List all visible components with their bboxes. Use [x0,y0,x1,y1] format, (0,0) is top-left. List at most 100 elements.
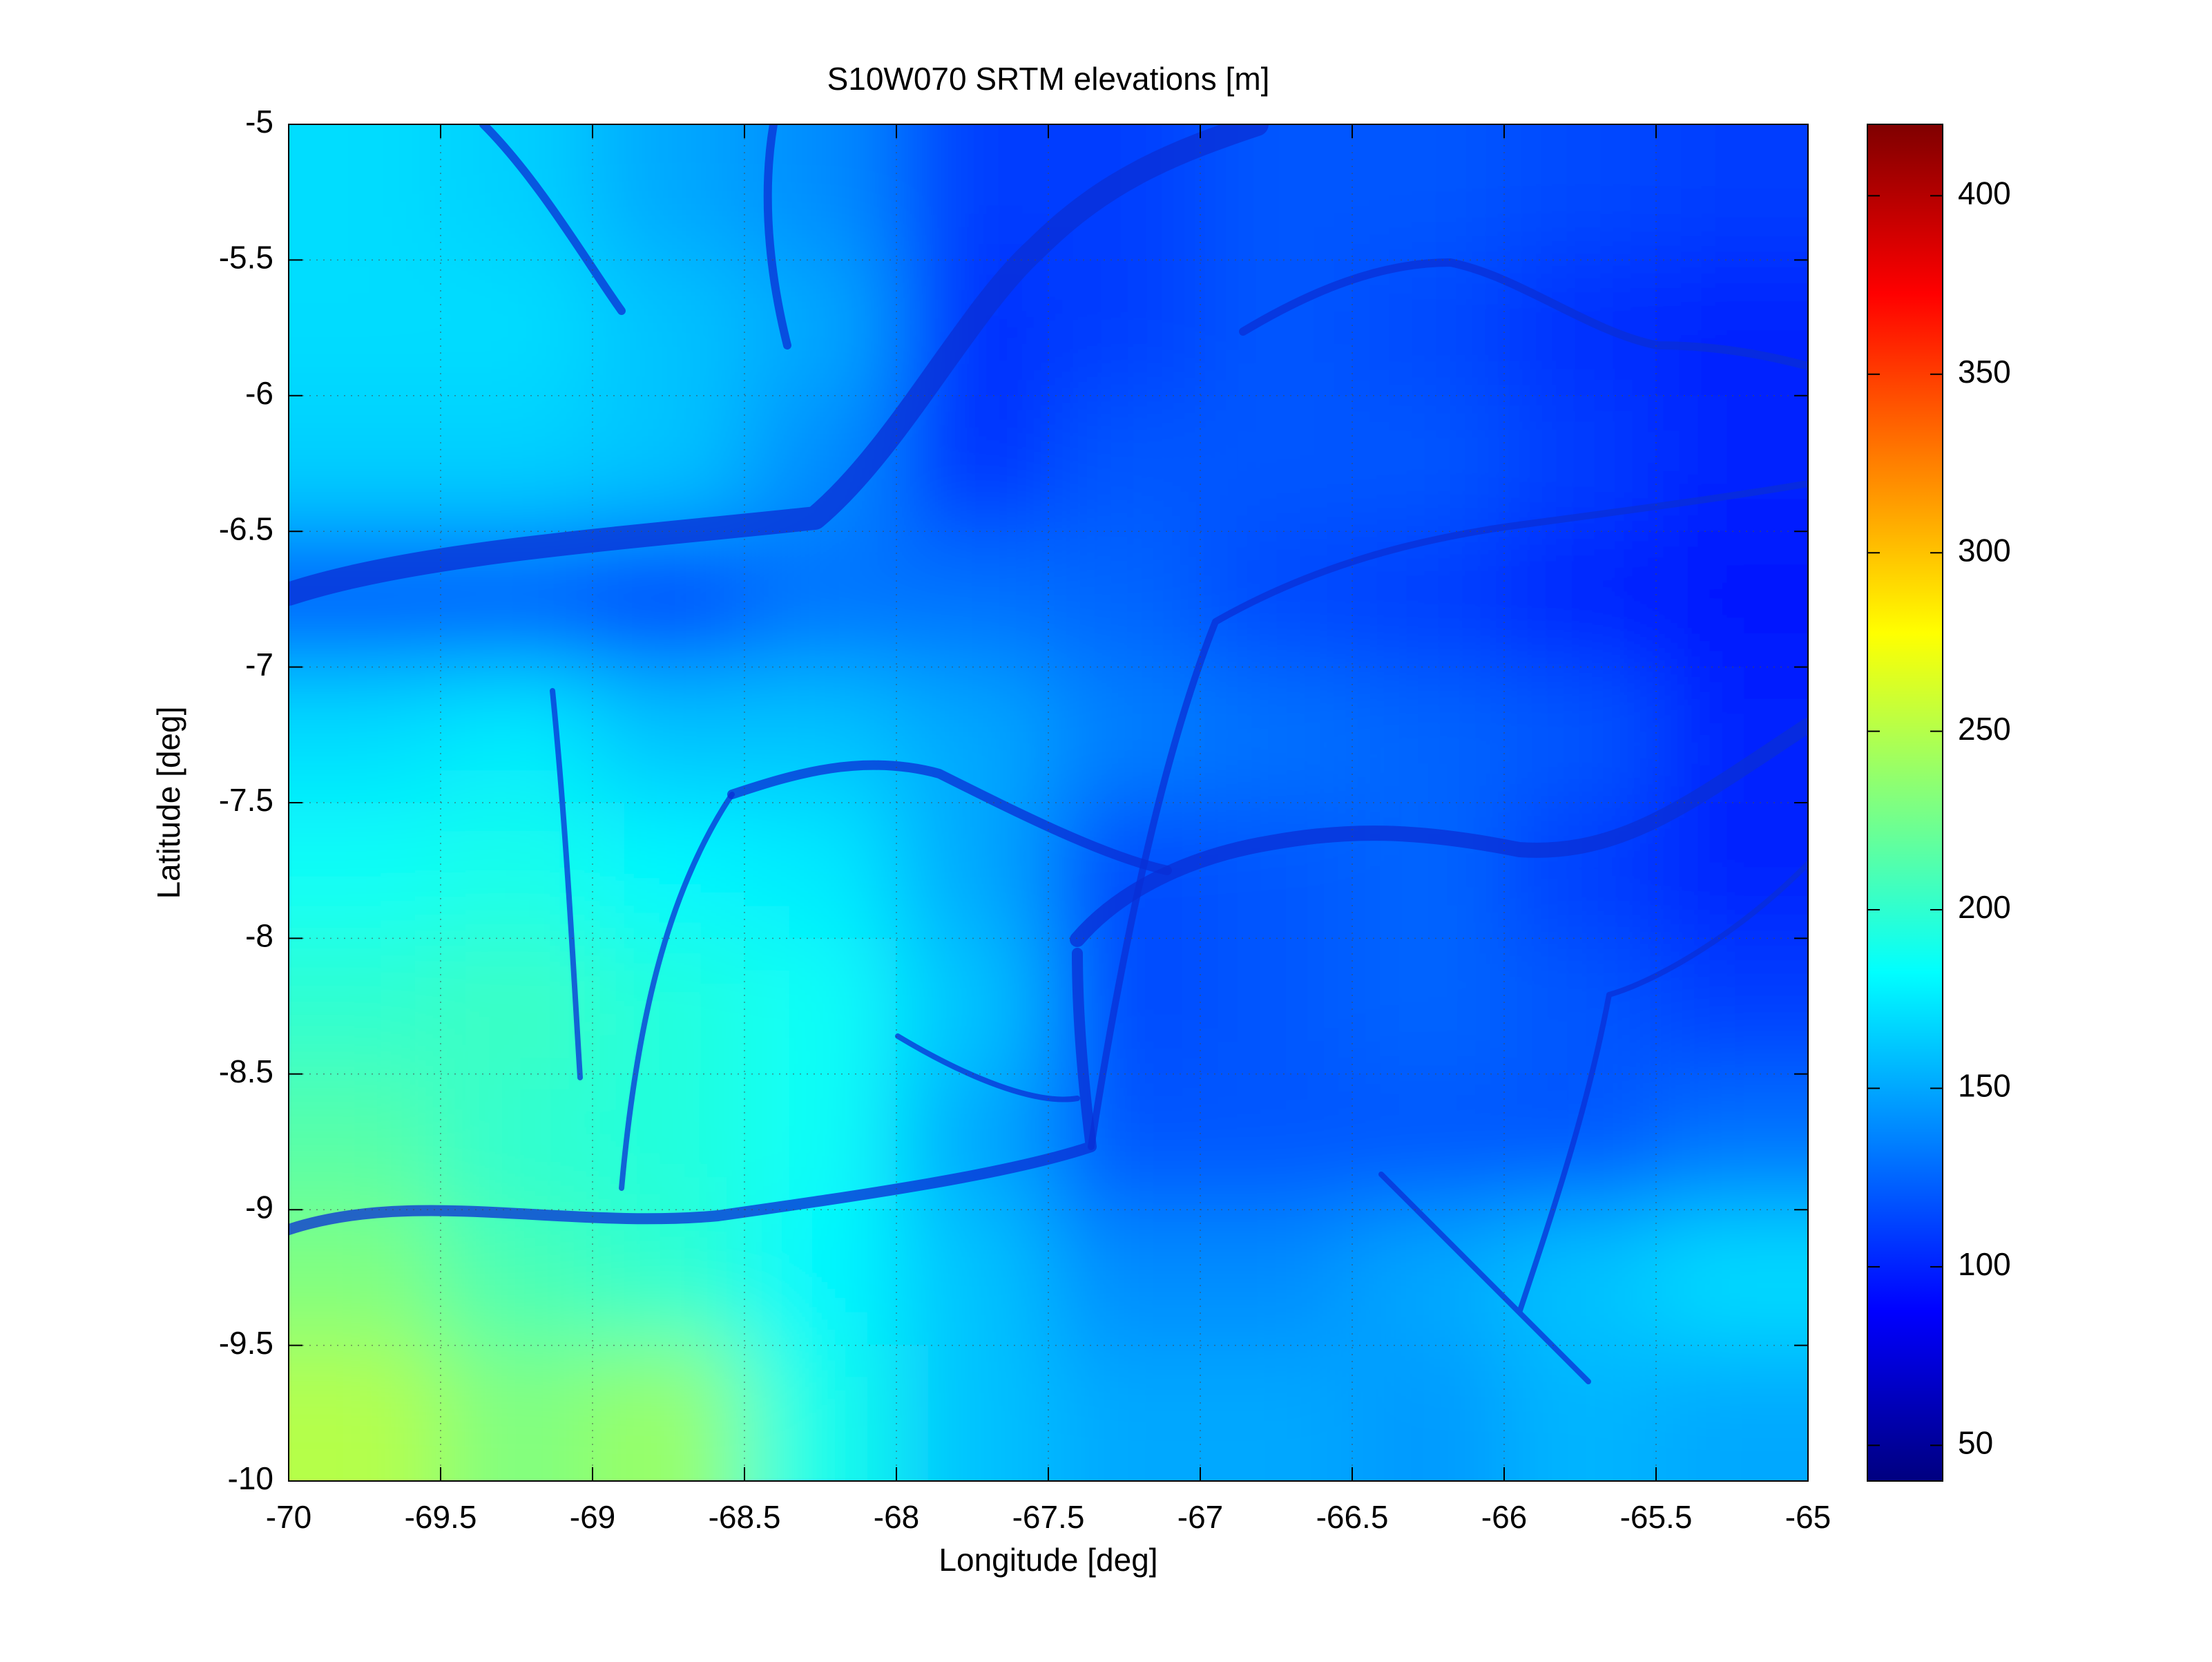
x-tick-label: -67.5 [1012,1499,1085,1535]
heat-cell [1655,1073,1808,1210]
heat-cell [1655,124,1808,260]
heat-cell [1352,1345,1505,1481]
colorbar-tick-label: 150 [1958,1068,2011,1104]
colorbar-tick-label: 50 [1958,1424,1993,1460]
heat-cell [1200,1209,1353,1346]
heat-cell [592,259,745,397]
heat-cell [1200,395,1353,532]
heat-cell [440,1209,593,1346]
heat-cell [744,1209,897,1346]
y-tick-label: -7 [245,647,273,682]
heat-cell [1503,259,1657,397]
y-tick-label: -8.5 [219,1053,273,1089]
rivers [289,124,1808,1384]
heat-cell [1200,667,1353,803]
heat-cell [1048,1345,1201,1481]
heat-cell [1655,259,1808,397]
heat-cell [289,1209,441,1346]
heat-cell [1503,1209,1657,1346]
heat-cell [1503,124,1657,260]
heat-cell [1503,937,1657,1075]
heat-cell [440,667,593,803]
heat-cell [896,395,1049,532]
heat-cell [896,1345,1049,1481]
heat-cell [1352,937,1505,1075]
heat-cell [289,802,441,939]
heat-cell [1503,1345,1657,1481]
heat-cell [1352,124,1505,260]
heat-cell [1048,531,1201,668]
heat-cell [289,395,441,532]
heat-cell [592,531,745,668]
heat-cell [592,1073,745,1210]
heat-cell [440,124,593,260]
heat-cell [289,124,441,260]
heat-cell [896,667,1049,803]
heatmap [289,124,1808,1481]
heat-cell [1200,802,1353,939]
heat-cell [1655,802,1808,939]
heat-cell [1200,531,1353,668]
y-tick-label: -9.5 [219,1325,273,1361]
heat-cell [1200,1073,1353,1210]
heat-cell [1200,259,1353,397]
heat-cell [592,395,745,532]
heat-cell [289,937,441,1075]
heat-cell [1048,1209,1201,1346]
heat-cell [896,937,1049,1075]
heat-cell [1352,802,1505,939]
x-tick-label: -69 [570,1499,615,1535]
heat-cell [744,259,897,397]
heat-cell [1048,395,1201,532]
y-tick-label: -10 [228,1460,273,1496]
heat-cell [896,1209,1049,1346]
heat-cell [592,802,745,939]
y-tick-label: -7.5 [219,782,273,818]
chart-title: S10W070 SRTM elevations [m] [827,61,1270,97]
y-tick-label: -9 [245,1189,273,1225]
colorbar-tick-label: 200 [1958,889,2011,925]
heat-cell [744,937,897,1075]
heat-cell [592,124,745,260]
colorbar-tick-label: 300 [1958,532,2011,568]
x-tick-label: -65.5 [1620,1499,1693,1535]
heat-cell [1048,1073,1201,1210]
x-tick-label: -70 [266,1499,311,1535]
heat-cell [1655,1209,1808,1346]
heat-cell [289,1345,441,1481]
heat-cell [1200,937,1353,1075]
x-tick-label: -66 [1481,1499,1527,1535]
heat-cell [1503,531,1657,668]
heat-cell [896,531,1049,668]
x-tick-label: -67 [1177,1499,1223,1535]
heat-cell [1352,259,1505,397]
heat-cell [1352,667,1505,803]
heat-cell [1352,1209,1505,1346]
heat-cell [1200,1345,1353,1481]
y-tick-label: -8 [245,918,273,954]
x-axis-label: Longitude [deg] [939,1542,1157,1578]
x-tick-label: -65 [1785,1499,1831,1535]
heat-cell [896,802,1049,939]
heat-cell [592,1345,745,1481]
heat-cell [592,937,745,1075]
y-axis-label: Latitude [deg] [151,707,186,899]
heat-cell [440,395,593,532]
heat-cell [744,1345,897,1481]
y-tick-label: -6 [245,375,273,411]
y-tick-label: -5.5 [219,240,273,276]
heat-cell [744,1073,897,1210]
heat-cell [440,1345,593,1481]
x-tick-label: -66.5 [1316,1499,1389,1535]
heat-cell [1352,1073,1505,1210]
heat-cell [289,259,441,397]
colorbar-tick-label: 400 [1958,175,2011,211]
x-tick-label: -69.5 [405,1499,477,1535]
heat-cell [440,937,593,1075]
heat-cell [1048,259,1201,397]
colorbar-tick-label: 250 [1958,711,2011,747]
y-tick-label: -6.5 [219,510,273,546]
heat-cell [440,1073,593,1210]
heat-cell [289,667,441,803]
